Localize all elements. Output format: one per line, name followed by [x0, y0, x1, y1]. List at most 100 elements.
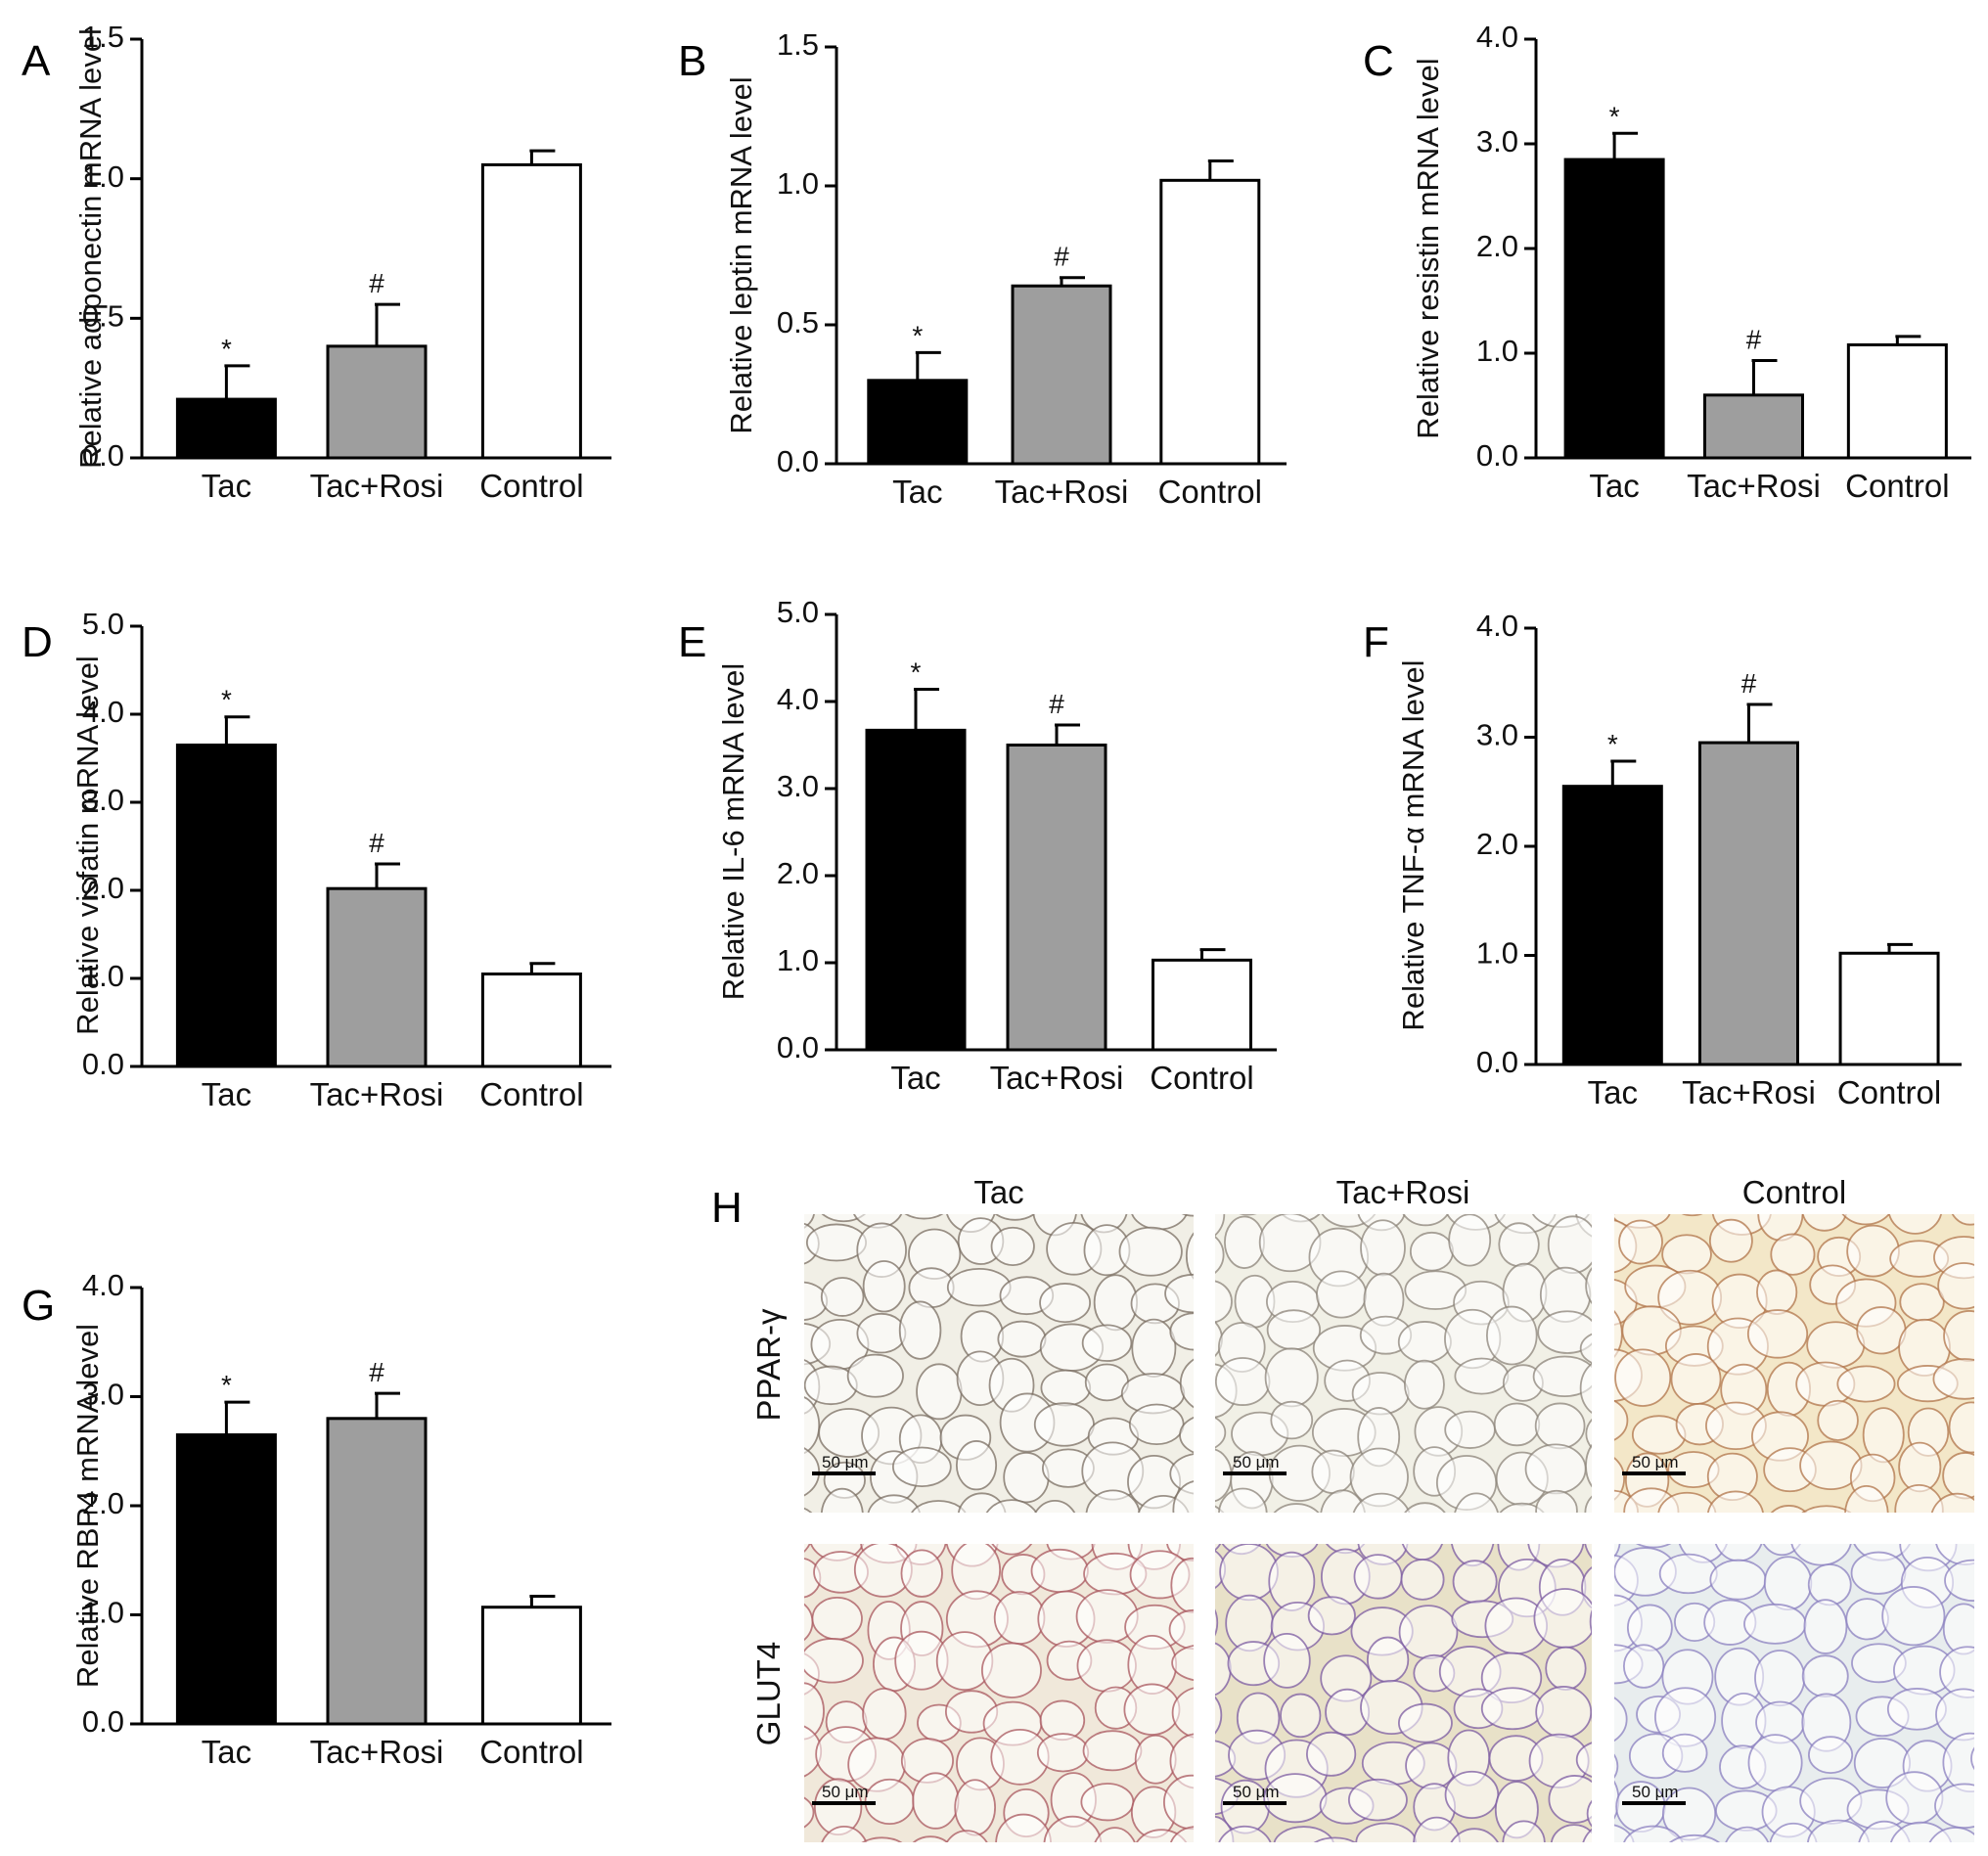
micrograph: 50 μm	[1215, 1544, 1592, 1842]
category-label: Tac+Rosi	[1682, 1074, 1816, 1110]
significance-mark: *	[221, 1370, 232, 1400]
category-label: Tac+Rosi	[990, 1060, 1124, 1096]
column-label: Tac+Rosi	[1336, 1174, 1470, 1210]
bar-tac-rosi	[326, 886, 428, 1068]
y-tick-label: 2.0	[82, 871, 124, 905]
y-tick-label: 0.0	[82, 438, 124, 473]
category-label: Tac+Rosi	[310, 1734, 444, 1770]
significance-mark: *	[1607, 729, 1618, 759]
y-tick-label: 2.0	[1476, 827, 1518, 861]
y-tick-label: 5.0	[82, 607, 124, 641]
bar-tac-rosi	[326, 1417, 428, 1726]
significance-mark: #	[1049, 689, 1064, 719]
bar-tac	[1561, 785, 1663, 1066]
y-tick-label: 3.0	[82, 1378, 124, 1412]
y-axis-title: Relative leptin mRNA level	[724, 76, 758, 433]
y-tick-label: 1.0	[82, 1596, 124, 1630]
adipocyte-pattern	[1215, 1214, 1592, 1513]
scale-bar-label: 50 μm	[1632, 1453, 1679, 1471]
significance-mark: *	[221, 685, 232, 715]
category-label: Control	[1845, 468, 1949, 504]
panel-letter: H	[711, 1184, 743, 1232]
y-tick-label: 1.0	[777, 943, 819, 977]
y-tick-label: 4.0	[82, 695, 124, 729]
y-tick-label: 2.0	[1476, 229, 1518, 263]
y-tick-label: 5.0	[777, 595, 819, 629]
category-label: Tac	[202, 1734, 251, 1770]
bar-tac	[175, 744, 277, 1068]
category-label: Tac	[1588, 1074, 1638, 1110]
chart-panel-g: G 0.0 1.0 2.0 3.0 4.0 Relative RBP4 mRNA level…	[22, 1268, 611, 1770]
bar-control	[480, 973, 582, 1068]
bar-tac	[175, 1433, 277, 1726]
y-axis-title: Relative RBP4 mRNA level	[70, 1324, 105, 1688]
chart-panel-d: D 0.0 1.0 2.0 3.0 4.0 5.0 Relative visfatin mRN…	[22, 607, 611, 1112]
row-label: PPAR-γ	[750, 1308, 787, 1421]
y-tick-label: 0.0	[1476, 1045, 1518, 1079]
y-tick-label: 0.5	[82, 299, 124, 334]
category-label: Control	[479, 468, 583, 504]
category-label: Control	[1150, 1060, 1253, 1096]
category-label: Tac	[202, 1076, 251, 1112]
significance-mark: #	[1054, 242, 1069, 272]
panel-letter: G	[22, 1282, 55, 1330]
bar-tac-rosi	[326, 344, 428, 460]
column-label: Control	[1742, 1174, 1846, 1210]
y-tick-label: 0.0	[1476, 438, 1518, 473]
y-tick-label: 4.0	[1476, 609, 1518, 643]
y-tick-label: 0.0	[777, 1030, 819, 1064]
adipocyte-pattern	[1614, 1214, 1974, 1513]
bar-tac	[867, 379, 969, 466]
significance-mark: *	[912, 320, 923, 350]
chart-panel-c: C 0.0 1.0 2.0 3.0 4.0 Relative resistin mRNA l…	[1363, 20, 1971, 504]
y-tick-label: 0.0	[82, 1704, 124, 1739]
category-label: Tac+Rosi	[1687, 468, 1821, 504]
category-label: Control	[1837, 1074, 1941, 1110]
category-label: Tac+Rosi	[995, 474, 1129, 510]
significance-mark: #	[369, 828, 384, 858]
bar-tac	[865, 728, 967, 1052]
bar-control	[1152, 958, 1252, 1052]
bar-tac-rosi	[1011, 284, 1112, 466]
category-label: Control	[1158, 474, 1262, 510]
y-tick-label: 1.0	[777, 166, 819, 201]
bar-tac-rosi	[1703, 393, 1804, 460]
adipocyte-pattern	[1215, 1544, 1592, 1842]
scale-bar-label: 50 μm	[1632, 1783, 1679, 1801]
y-tick-label: 1.0	[1476, 334, 1518, 368]
bar-control	[1838, 951, 1940, 1066]
scale-bar-label: 50 μm	[1233, 1453, 1280, 1471]
bar-tac	[1563, 158, 1665, 460]
bar-control	[1159, 178, 1261, 466]
panel-letter: A	[22, 37, 51, 85]
category-label: Tac	[1589, 468, 1639, 504]
y-tick-label: 2.0	[777, 856, 819, 890]
significance-mark: *	[911, 657, 922, 688]
significance-mark: #	[369, 1357, 384, 1387]
row-label: GLUT4	[750, 1642, 787, 1745]
category-label: Tac+Rosi	[310, 1076, 444, 1112]
bar-control	[1846, 342, 1948, 460]
chart-panel-b: B 0.0 0.5 1.0 1.5 Relative leptin mRNA level *…	[678, 27, 1287, 510]
y-tick-label: 0.0	[777, 444, 819, 478]
significance-mark: *	[1609, 101, 1620, 131]
panel-letter: B	[678, 37, 706, 85]
category-label: Tac	[202, 468, 251, 504]
category-label: Tac	[890, 1060, 940, 1096]
y-tick-label: 3.0	[1476, 718, 1518, 752]
category-label: Tac+Rosi	[310, 468, 444, 504]
category-label: Control	[479, 1734, 583, 1770]
y-tick-label: 4.0	[82, 1268, 124, 1302]
micrograph: 50 μm	[1614, 1544, 1974, 1842]
y-axis-title: Relative adiponectin mRNA level	[73, 28, 108, 469]
column-label: Tac	[973, 1174, 1023, 1210]
micrograph: 50 μm	[804, 1214, 1194, 1513]
y-tick-label: 3.0	[777, 769, 819, 803]
micrograph: 50 μm	[1614, 1214, 1974, 1513]
scale-bar-label: 50 μm	[822, 1453, 869, 1471]
bar-control	[480, 1606, 582, 1726]
bar-control	[480, 162, 582, 460]
y-tick-label: 0.5	[777, 305, 819, 340]
y-tick-label: 3.0	[1476, 124, 1518, 158]
